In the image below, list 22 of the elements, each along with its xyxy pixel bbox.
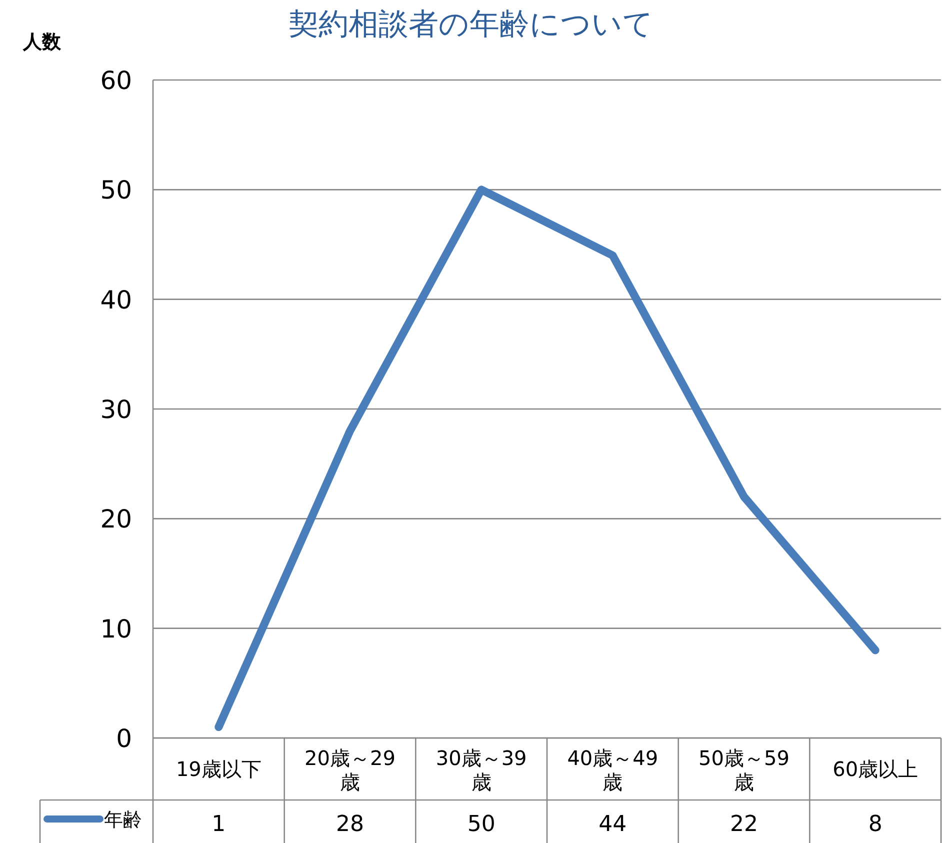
x-tick-label: 19歳以下 [176, 757, 262, 781]
x-tick-label: 60歳以上 [832, 757, 918, 781]
y-tick-label: 60 [100, 66, 132, 95]
x-tick-label: 40歳～49歳 [567, 746, 658, 794]
y-tick-label: 40 [100, 285, 132, 314]
y-tick-label: 0 [116, 724, 132, 753]
data-label: 44 [598, 812, 627, 837]
y-axis-title: 人数 [22, 31, 62, 53]
data-label: 28 [336, 812, 364, 837]
x-tick-label: 30歳～39歳 [436, 746, 527, 794]
y-tick-label: 10 [100, 614, 132, 644]
y-tick-label: 50 [100, 176, 132, 205]
legend-label: 年齢 [104, 809, 142, 831]
data-label: 22 [730, 812, 758, 837]
y-tick-label: 20 [100, 504, 132, 534]
data-label: 50 [467, 812, 496, 837]
x-tick-label: 20歳～29歳 [304, 746, 396, 794]
data-label: 1 [212, 812, 226, 837]
x-tick-label: 50歳～59歳 [698, 746, 790, 794]
title: 契約相談者の年齢について [288, 7, 654, 42]
y-tick-label: 30 [100, 395, 132, 424]
data-label: 8 [868, 812, 882, 837]
